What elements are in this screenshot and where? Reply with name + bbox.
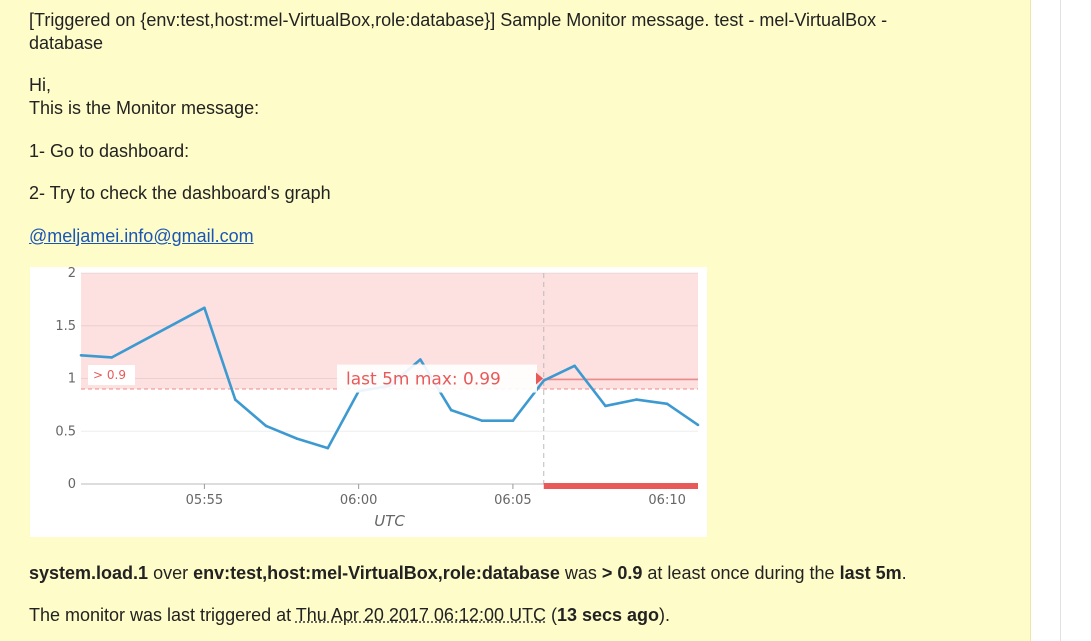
data-point — [326, 446, 330, 450]
data-point — [511, 419, 515, 422]
data-point — [480, 419, 484, 422]
threshold-label-box — [88, 365, 135, 386]
data-point — [264, 424, 268, 428]
graph-svg: 0 0.5 1 1.5 2 05:55 06:00 06:05 06:10 UTC > 0.9 las… — [55, 267, 700, 530]
data-point — [542, 379, 546, 382]
data-point — [665, 402, 669, 406]
greeting-text: Hi, — [29, 75, 51, 95]
data-point — [203, 306, 206, 310]
trigger-relative-time: 13 secs ago — [556, 605, 660, 625]
x-tick-label: 06:10 — [648, 493, 685, 508]
data-point — [449, 408, 453, 412]
annotation-arrow — [536, 372, 543, 385]
monitor-summary: system.load.1 over env:test,host:mel-Vir… — [29, 562, 907, 585]
step-one-text: 1- Go to dashboard: — [29, 141, 190, 161]
trigger-timestamp[interactable]: Thu Apr 20 2017 06:12:00 UTC — [295, 605, 546, 625]
x-tick-label: 06:05 — [494, 493, 531, 508]
message-title-continued: database — [29, 33, 104, 53]
monitor-graph: 0 0.5 1 1.5 2 05:55 06:00 06:05 06:10 UTC > 0.9 las… — [30, 267, 707, 537]
summary-was-text: was — [559, 563, 602, 583]
max-annotation: last 5m max: 0.99 — [346, 370, 501, 390]
mention-link[interactable]: @meljamei.info@gmail.com — [29, 226, 254, 246]
summary-period: . — [901, 563, 907, 583]
annotation-box — [337, 364, 537, 393]
data-point — [635, 398, 638, 401]
trigger-open-paren: ( — [545, 605, 557, 625]
threshold-label: > 0.9 — [93, 368, 126, 382]
data-point — [419, 358, 422, 361]
y-tick-label: 1.5 — [55, 319, 76, 334]
intro-text: This is the Monitor message: — [29, 98, 260, 118]
trigger-info: The monitor was last triggered at Thu Ap… — [29, 604, 670, 627]
scrollbar-track[interactable] — [1060, 0, 1061, 641]
data-point — [696, 423, 700, 427]
y-tick-label: 1 — [68, 372, 76, 387]
data-point — [233, 398, 237, 401]
message-title: [Triggered on {env:test,host:mel-Virtual… — [29, 10, 888, 30]
y-tick-label: 0.5 — [55, 424, 76, 439]
metric-name: system.load.1 — [29, 563, 149, 583]
data-point — [295, 437, 299, 440]
y-tick-label: 2 — [68, 267, 76, 281]
x-axis-title: UTC — [374, 512, 405, 530]
summary-over-text: over — [148, 563, 194, 583]
data-point — [79, 353, 83, 357]
trigger-close-paren: ). — [659, 605, 671, 625]
data-point — [604, 404, 607, 408]
evaluation-window: last 5m — [839, 563, 902, 583]
message-panel: [Triggered on {env:test,host:mel-Virtual… — [0, 0, 1031, 641]
trigger-prefix: The monitor was last triggered at — [29, 605, 296, 625]
y-tick-label: 0 — [68, 477, 76, 492]
x-tick-label: 06:00 — [340, 493, 377, 508]
data-point — [573, 364, 576, 368]
alert-window-bar — [543, 483, 698, 489]
threshold-condition: > 0.9 — [601, 563, 643, 583]
step-two-text: 2- Try to check the dashboard's graph — [29, 183, 331, 203]
summary-middle-text: at least once during the — [642, 563, 840, 583]
scope-tags: env:test,host:mel-VirtualBox,role:databa… — [193, 563, 560, 583]
x-tick-label: 05:55 — [186, 493, 223, 508]
scroll-gutter — [1031, 0, 1091, 641]
data-point — [110, 356, 114, 359]
